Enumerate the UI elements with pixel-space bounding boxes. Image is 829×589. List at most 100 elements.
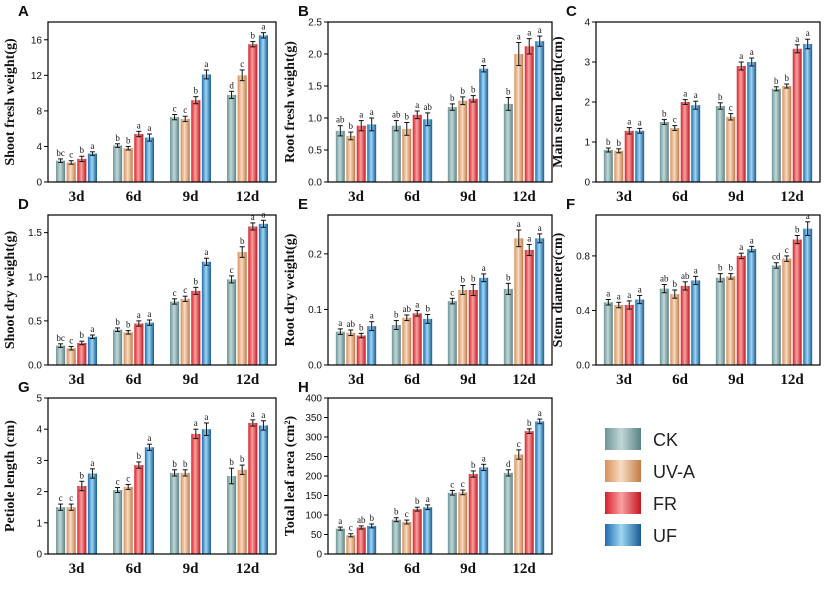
significance-label: b xyxy=(394,507,399,517)
bar-fr-9d xyxy=(736,66,746,182)
bar-fr-6d xyxy=(412,114,422,182)
y-tick-label: 2.0 xyxy=(308,50,322,61)
significance-label: b xyxy=(115,317,120,327)
bar-fr-3d xyxy=(356,335,366,365)
bar-fr-3d xyxy=(77,342,87,365)
bar-uf-6d xyxy=(144,137,154,182)
bar-uva-3d xyxy=(346,535,356,554)
bar-uva-3d xyxy=(614,305,624,365)
significance-label: b xyxy=(415,496,420,506)
significance-label: a xyxy=(338,318,342,328)
significance-label: c xyxy=(785,245,789,255)
bar-ck-9d xyxy=(715,277,725,365)
bar-ck-12d xyxy=(771,265,781,365)
bar-uf-6d xyxy=(144,447,154,554)
bar-ck-6d xyxy=(391,325,401,365)
bar-uf-3d xyxy=(87,153,97,182)
plot-frame xyxy=(327,397,553,555)
y-tick-label: 0.5 xyxy=(308,146,322,157)
significance-label: a xyxy=(638,284,642,294)
significance-label: a xyxy=(338,516,342,526)
significance-label: a xyxy=(750,235,754,245)
significance-label: c xyxy=(173,103,177,113)
bar-ck-9d xyxy=(170,472,180,554)
y-axis-title: Stem diameter(cm) xyxy=(551,232,566,347)
plot-frame xyxy=(595,21,821,183)
significance-label: c xyxy=(450,287,454,297)
bar-fr-12d xyxy=(248,422,258,554)
bar-fr-6d xyxy=(412,509,422,554)
legend-label: UF xyxy=(653,526,677,546)
significance-label: a xyxy=(638,117,642,127)
bar-ck-3d xyxy=(335,130,345,182)
x-category-label: 12d xyxy=(236,189,260,205)
y-tick-label: 400 xyxy=(305,394,322,405)
significance-label: a xyxy=(261,22,265,32)
bar-uf-12d xyxy=(535,421,545,554)
significance-label: b xyxy=(617,138,622,148)
significance-label: b xyxy=(80,145,85,155)
significance-label: c xyxy=(240,59,244,69)
y-axis-title: Shoot fresh weight(g) xyxy=(3,38,18,166)
significance-label: a xyxy=(606,289,610,299)
plot-frame xyxy=(47,21,277,183)
significance-label: a xyxy=(370,311,374,321)
bar-fr-3d xyxy=(356,125,366,182)
bar-uf-12d xyxy=(535,41,545,183)
significance-label: b xyxy=(461,86,466,96)
bar-uva-6d xyxy=(670,128,680,182)
plot-frame xyxy=(327,214,553,366)
significance-label: a xyxy=(806,28,810,38)
bar-uva-3d xyxy=(614,150,624,182)
significance-label: b xyxy=(194,86,199,96)
bar-uf-6d xyxy=(423,318,433,365)
significance-label: a xyxy=(204,412,208,422)
bar-fr-6d xyxy=(134,465,144,554)
bar-uf-9d xyxy=(479,68,489,182)
bar-uva-9d xyxy=(726,276,736,365)
panel-letter: F xyxy=(566,196,575,213)
bar-uva-12d xyxy=(237,469,247,554)
bar-ck-6d xyxy=(391,519,401,554)
x-category-label: 9d xyxy=(183,561,200,577)
bar-uva-3d xyxy=(66,162,76,182)
significance-label: b xyxy=(126,135,131,145)
bar-fr-9d xyxy=(468,290,478,365)
significance-label: c xyxy=(126,473,130,483)
y-tick-label: 0.0 xyxy=(308,178,322,189)
x-category-label: 6d xyxy=(404,561,421,577)
significance-label: b xyxy=(450,93,455,103)
y-tick-label: 4 xyxy=(36,142,42,153)
bar-uva-6d xyxy=(123,332,133,365)
significance-label: c xyxy=(69,335,73,345)
bar-ck-6d xyxy=(113,329,123,365)
significance-label: b xyxy=(785,73,790,83)
bar-fr-12d xyxy=(792,239,802,365)
bar-uva-9d xyxy=(180,298,190,365)
plot-frame xyxy=(327,21,553,183)
significance-label: c xyxy=(517,439,521,449)
y-tick-label: 0 xyxy=(316,550,322,561)
bar-ck-6d xyxy=(659,288,669,365)
bar-uva-9d xyxy=(458,100,468,182)
panel-letter: B xyxy=(298,3,309,20)
bar-uf-12d xyxy=(803,44,813,182)
bar-fr-9d xyxy=(468,474,478,554)
legend-swatch-fr xyxy=(605,492,641,514)
significance-label: a xyxy=(90,141,94,151)
bar-ck-3d xyxy=(335,331,345,365)
bar-ck-3d xyxy=(56,345,66,365)
significance-label: a xyxy=(517,219,521,229)
bar-ck-12d xyxy=(503,472,513,554)
legend-label: CK xyxy=(653,430,678,450)
bar-fr-3d xyxy=(77,485,87,554)
significance-label: a xyxy=(147,309,151,319)
x-category-label: 9d xyxy=(728,372,745,388)
significance-label: b xyxy=(80,470,85,480)
bar-uf-6d xyxy=(691,280,701,365)
y-tick-label: 5 xyxy=(36,394,42,405)
